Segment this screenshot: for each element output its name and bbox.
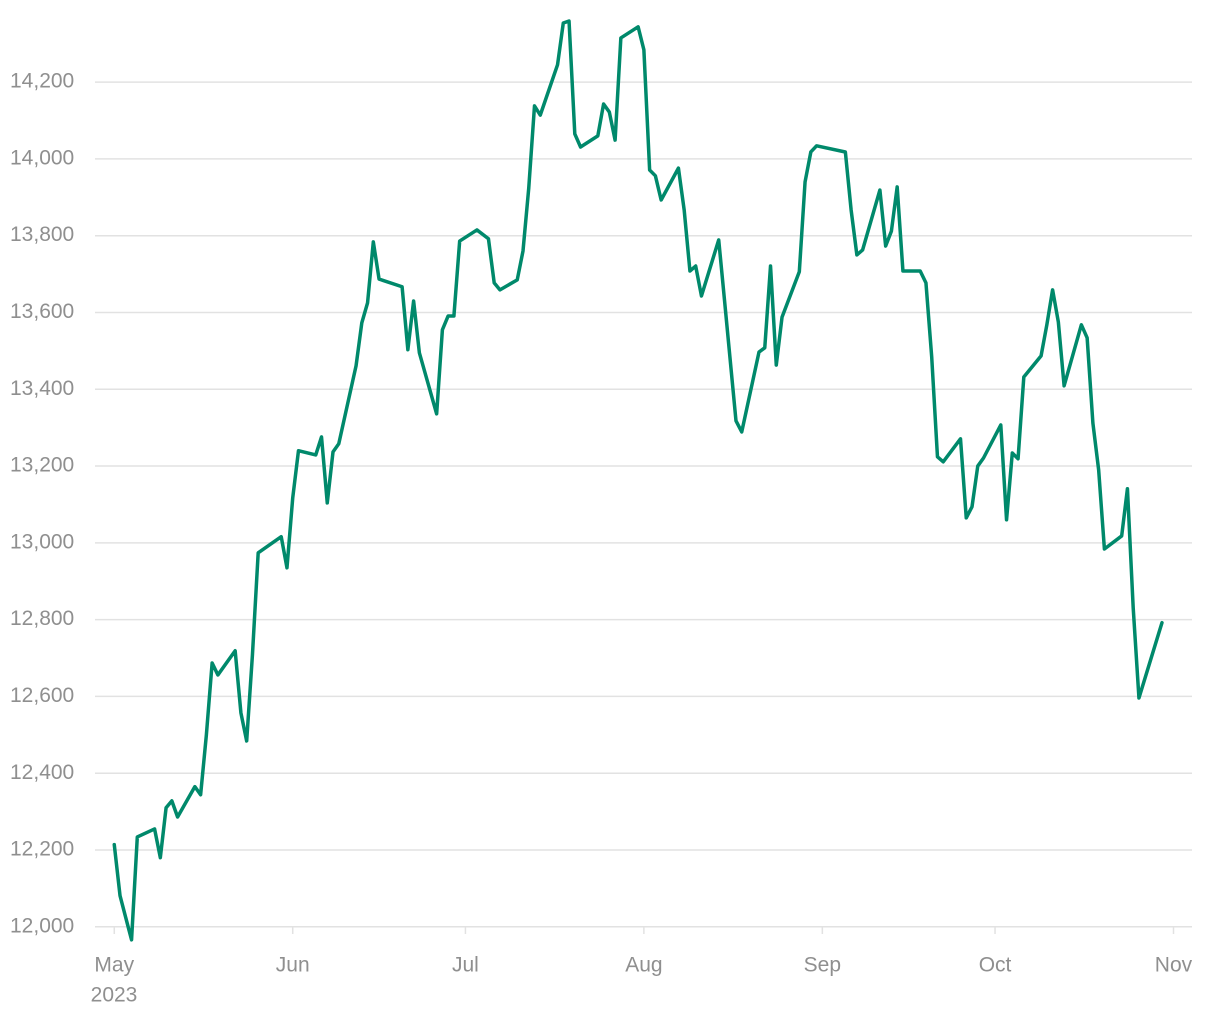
year-label: 2023: [91, 984, 138, 1007]
x-tick-label: Jul: [452, 954, 479, 977]
y-tick-label: 12,600: [10, 684, 74, 707]
x-tick-label: Nov: [1155, 954, 1193, 977]
y-tick-label: 13,800: [10, 223, 74, 246]
x-tick-label: Aug: [625, 954, 662, 977]
y-tick-label: 13,400: [10, 377, 74, 400]
y-tick-label: 12,400: [10, 761, 74, 784]
y-tick-label: 12,800: [10, 607, 74, 630]
y-tick-label: 13,200: [10, 454, 74, 477]
x-tick-label: Oct: [979, 954, 1012, 977]
y-tick-label: 13,000: [10, 530, 74, 553]
x-tick-label: Sep: [804, 954, 841, 977]
y-tick-label: 14,200: [10, 70, 74, 93]
data-line: [112, 19, 1164, 942]
y-tick-label: 12,000: [10, 914, 74, 937]
y-tick-label: 13,600: [10, 300, 74, 323]
y-tick-label: 12,200: [10, 838, 74, 861]
y-tick-label: 14,000: [10, 146, 74, 169]
x-tick-label: Jun: [276, 954, 310, 977]
x-tick-label: May: [94, 954, 134, 977]
